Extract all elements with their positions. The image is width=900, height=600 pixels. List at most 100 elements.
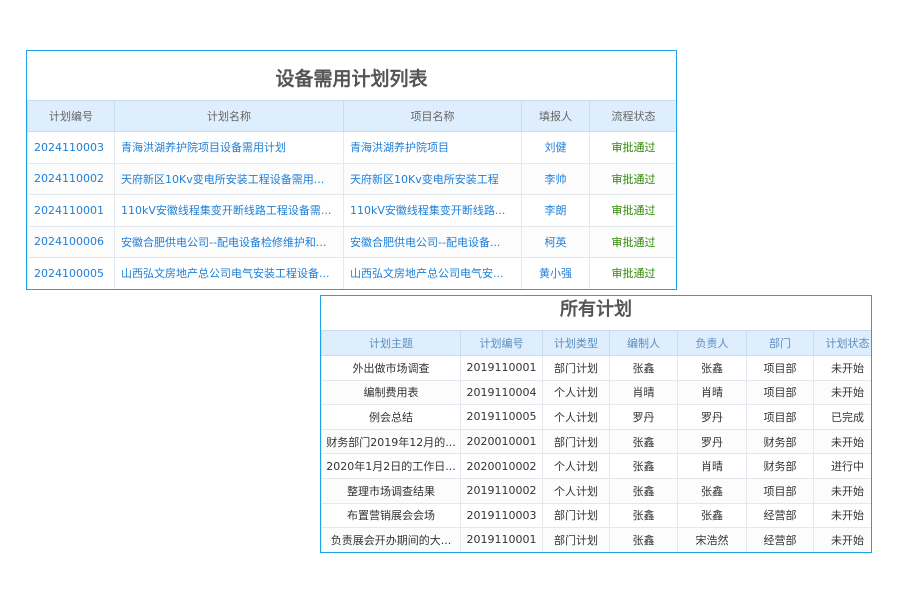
table-cell: 张鑫 xyxy=(609,477,678,504)
table-cell[interactable]: 外出做市场调查 xyxy=(321,355,461,381)
column-header[interactable]: 计划类型 xyxy=(542,330,610,356)
demand-plan-panel: 设备需用计划列表 计划编号 计划名称 项目名称 填报人 流程状态 2024110003 青… xyxy=(26,50,677,290)
table-cell[interactable]: 天府新区10Kv变电所安装工程 xyxy=(343,162,522,195)
all-plans-panel: 所有计划 计划主题 计划编号 计划类型 编制人 负责人 部门 计划状态 外出做市场调查 201… xyxy=(320,295,872,553)
table-cell: 肖晴 xyxy=(609,379,678,406)
table-cell[interactable]: 财务部门2019年12月的... xyxy=(321,428,461,455)
table-cell: 未开始 xyxy=(813,379,871,406)
table-cell: 未开始 xyxy=(813,502,871,529)
panel-title: 设备需用计划列表 xyxy=(275,68,428,90)
table-cell[interactable]: 山西弘文房地产总公司电气安装工程设备... xyxy=(114,257,344,289)
table-cell: 经营部 xyxy=(746,502,814,529)
table-cell: 经营部 xyxy=(746,527,814,552)
table-cell: 财务部 xyxy=(746,428,814,455)
table-cell: 2019110002 xyxy=(460,477,543,504)
table-cell[interactable]: 110kV安徽线程集变开断线路... xyxy=(343,194,522,227)
table-cell: 2019110005 xyxy=(460,404,543,430)
demand-plan-table: 计划编号 计划名称 项目名称 填报人 流程状态 2024110003 青海洪湖养护院项目设… xyxy=(27,100,676,289)
status-cell: 审批通过 xyxy=(589,225,676,258)
column-header[interactable]: 填报人 xyxy=(521,100,590,132)
table-cell[interactable]: 编制费用表 xyxy=(321,379,461,406)
status-cell: 审批通过 xyxy=(589,257,676,289)
column-header[interactable]: 计划主题 xyxy=(321,330,461,356)
table-cell: 张鑫 xyxy=(609,527,678,552)
table-row[interactable]: 负责展会开办期间的大... 2019110001 部门计划 张鑫 宋浩然 经营部 未开始 xyxy=(321,527,871,552)
table-cell[interactable]: 安徽合肥供电公司--配电设备检修维护和... xyxy=(114,225,344,258)
table-cell: 项目部 xyxy=(746,355,814,381)
table-cell[interactable]: 负责展会开办期间的大... xyxy=(321,527,461,552)
table-cell[interactable]: 布置营销展会会场 xyxy=(321,502,461,529)
table-cell: 2020010001 xyxy=(460,428,543,455)
table-cell[interactable]: 例会总结 xyxy=(321,404,461,430)
table-cell[interactable]: 山西弘文房地产总公司电气安... xyxy=(343,257,522,289)
table-cell: 黄小强 xyxy=(521,257,590,289)
column-header[interactable]: 项目名称 xyxy=(343,100,522,132)
table-cell[interactable]: 2024110003 xyxy=(27,131,115,164)
table-cell: 罗丹 xyxy=(609,404,678,430)
table-row[interactable]: 2024110002 天府新区10Kv变电所安装工程设备需用... 天府新区10Kv… xyxy=(27,162,676,195)
table-cell: 宋浩然 xyxy=(677,527,747,552)
table-cell: 个人计划 xyxy=(542,379,610,406)
table-cell: 未开始 xyxy=(813,355,871,381)
table-row[interactable]: 2020年1月2日的工作日... 2020010002 个人计划 张鑫 肖晴 财务部 进行中 xyxy=(321,453,871,479)
table-cell: 张鑫 xyxy=(677,355,747,381)
column-header[interactable]: 编制人 xyxy=(609,330,678,356)
table-row[interactable]: 2024110003 青海洪湖养护院项目设备需用计划 青海洪湖养护院项目 刘健 审批通过 xyxy=(27,131,676,164)
table-cell[interactable]: 2024100006 xyxy=(27,225,115,258)
table-cell[interactable]: 整理市场调查结果 xyxy=(321,477,461,504)
table-row[interactable]: 2024100005 山西弘文房地产总公司电气安装工程设备... 山西弘文房地产总公… xyxy=(27,257,676,289)
column-header[interactable]: 负责人 xyxy=(677,330,747,356)
table-cell: 张鑫 xyxy=(609,453,678,479)
table-cell[interactable]: 青海洪湖养护院项目 xyxy=(343,131,522,164)
table-cell: 罗丹 xyxy=(677,428,747,455)
table-cell: 柯英 xyxy=(521,225,590,258)
table-row[interactable]: 2024100006 安徽合肥供电公司--配电设备检修维护和... 安徽合肥供电公司… xyxy=(27,225,676,258)
table-row[interactable]: 例会总结 2019110005 个人计划 罗丹 罗丹 项目部 已完成 xyxy=(321,404,871,430)
table-cell: 项目部 xyxy=(746,404,814,430)
status-cell: 审批通过 xyxy=(589,131,676,164)
column-header[interactable]: 部门 xyxy=(746,330,814,356)
table-cell: 张鑫 xyxy=(677,477,747,504)
table-cell: 部门计划 xyxy=(542,502,610,529)
table-cell: 张鑫 xyxy=(609,355,678,381)
table-row[interactable]: 编制费用表 2019110004 个人计划 肖晴 肖晴 项目部 未开始 xyxy=(321,379,871,406)
column-header[interactable]: 计划状态 xyxy=(813,330,871,356)
table-cell[interactable]: 2020年1月2日的工作日... xyxy=(321,453,461,479)
table-row[interactable]: 外出做市场调查 2019110001 部门计划 张鑫 张鑫 项目部 未开始 xyxy=(321,355,871,381)
table-cell: 项目部 xyxy=(746,477,814,504)
all-plans-table: 计划主题 计划编号 计划类型 编制人 负责人 部门 计划状态 外出做市场调查 20191100… xyxy=(321,330,871,552)
table-cell[interactable]: 青海洪湖养护院项目设备需用计划 xyxy=(114,131,344,164)
table-cell: 2019110001 xyxy=(460,527,543,552)
table-cell: 部门计划 xyxy=(542,355,610,381)
table-cell[interactable]: 天府新区10Kv变电所安装工程设备需用... xyxy=(114,162,344,195)
panel-title: 所有计划 xyxy=(560,299,632,320)
table-cell[interactable]: 2024110002 xyxy=(27,162,115,195)
table-cell: 张鑫 xyxy=(677,502,747,529)
table-cell: 肖晴 xyxy=(677,379,747,406)
table-cell: 进行中 xyxy=(813,453,871,479)
table-cell: 财务部 xyxy=(746,453,814,479)
table-cell: 张鑫 xyxy=(609,428,678,455)
column-header[interactable]: 流程状态 xyxy=(589,100,676,132)
table-cell: 2019110001 xyxy=(460,355,543,381)
table-row[interactable]: 2024110001 110kV安徽线程集变开断线路工程设备需... 110kV安徽… xyxy=(27,194,676,227)
table-cell: 未开始 xyxy=(813,527,871,552)
column-header[interactable]: 计划编号 xyxy=(460,330,543,356)
table-row[interactable]: 财务部门2019年12月的... 2020010001 部门计划 张鑫 罗丹 财务部 未开始 xyxy=(321,428,871,455)
column-header[interactable]: 计划编号 xyxy=(27,100,115,132)
table-cell[interactable]: 110kV安徽线程集变开断线路工程设备需... xyxy=(114,194,344,227)
table-cell: 罗丹 xyxy=(677,404,747,430)
table-row[interactable]: 布置营销展会会场 2019110003 部门计划 张鑫 张鑫 经营部 未开始 xyxy=(321,502,871,529)
table-cell[interactable]: 2024110001 xyxy=(27,194,115,227)
table-cell: 2020010002 xyxy=(460,453,543,479)
table-row[interactable]: 整理市场调查结果 2019110002 个人计划 张鑫 张鑫 项目部 未开始 xyxy=(321,477,871,504)
table-cell: 未开始 xyxy=(813,477,871,504)
table-cell: 李朗 xyxy=(521,194,590,227)
column-header[interactable]: 计划名称 xyxy=(114,100,344,132)
table-cell: 个人计划 xyxy=(542,453,610,479)
table-cell[interactable]: 安徽合肥供电公司--配电设备... xyxy=(343,225,522,258)
table-cell: 未开始 xyxy=(813,428,871,455)
table-cell: 部门计划 xyxy=(542,428,610,455)
table-cell[interactable]: 2024100005 xyxy=(27,257,115,289)
status-cell: 审批通过 xyxy=(589,194,676,227)
